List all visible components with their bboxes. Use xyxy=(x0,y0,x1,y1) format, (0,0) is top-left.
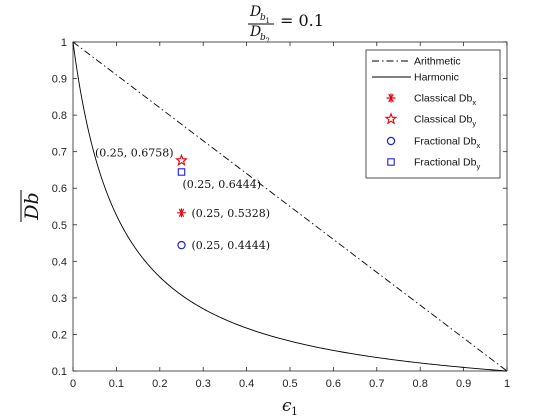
x-tick-label: 0.9 xyxy=(456,378,471,390)
title-denominator-d: D xyxy=(249,24,261,40)
x-tick-label: 0.2 xyxy=(152,378,167,390)
legend-marker-square xyxy=(387,158,395,166)
axis-ticks: 0 0.1 0.2 0.3 0.4 0.5 0.6 0.7 0.8 0.9 10.10.20.30.… xyxy=(52,37,510,390)
y-axis-label: Db xyxy=(20,190,43,222)
data-point-circle xyxy=(177,240,186,250)
y-tick-label: 0.4 xyxy=(52,256,67,268)
x-tick-label: 0.4 xyxy=(239,378,254,390)
chart-title: D b 1 D b 2 = 0.1 xyxy=(248,4,324,45)
marker-layer xyxy=(175,153,188,250)
title-denominator-subsub: 2 xyxy=(266,37,270,45)
title-numerator-subsub: 1 xyxy=(266,17,270,25)
x-axis-label-sub: 1 xyxy=(291,405,298,418)
x-axis-label-base: ϵ xyxy=(282,396,292,416)
title-numerator-d: D xyxy=(249,4,261,20)
legend-marker-asterisk xyxy=(386,93,396,103)
data-point-asterisk xyxy=(176,208,187,218)
legend-marker-circle xyxy=(386,136,396,146)
title-denominator-sub: b xyxy=(260,33,266,43)
x-tick-label: 0.8 xyxy=(413,378,428,390)
x-tick-label: 0 xyxy=(70,378,76,390)
legend-label: Arithmetic xyxy=(414,56,461,68)
y-tick-label: 0.3 xyxy=(52,293,67,305)
y-tick-label: 0.8 xyxy=(52,110,67,122)
legend-label: Classical Dbx xyxy=(414,93,476,108)
data-label: (0.25, 0.4444) xyxy=(192,239,271,252)
data-point-star xyxy=(175,153,188,166)
x-tick-label: 0.1 xyxy=(109,378,124,390)
x-tick-label: 0.7 xyxy=(369,378,384,390)
annotation-layer: (0.25, 0.6758) (0.25, 0.6444) (0.25, 0.532… xyxy=(95,147,270,253)
legend-label: Fractional Dbx xyxy=(414,136,480,151)
data-label: (0.25, 0.6758) xyxy=(95,147,174,160)
x-tick-label: 0.3 xyxy=(196,378,211,390)
series-layer xyxy=(72,41,508,372)
legend-label: Harmonic xyxy=(414,72,459,84)
series-line-harmonic xyxy=(72,41,508,372)
legend-marker-star xyxy=(384,112,398,125)
legend-label: Fractional Dby xyxy=(414,157,480,172)
legend-box xyxy=(365,49,501,179)
y-axis-label-text: Db xyxy=(21,192,43,220)
y-tick-label: 0.7 xyxy=(52,147,67,159)
legend: Arithmetic Harmonic Classical Dbx Classical… xyxy=(365,49,501,179)
data-point-square xyxy=(177,168,186,176)
y-tick-label: 0.2 xyxy=(52,329,67,341)
x-tick-label: 0.6 xyxy=(326,378,341,390)
y-tick-label: 0.1 xyxy=(52,366,67,378)
x-tick-label: 0.5 xyxy=(282,378,297,390)
title-rhs: = 0.1 xyxy=(280,11,324,30)
x-axis-label: ϵ 1 xyxy=(282,396,298,418)
x-tick-label: 1 xyxy=(504,378,510,390)
data-label: (0.25, 0.5328) xyxy=(192,207,271,220)
series-line-arithmetic xyxy=(72,41,508,372)
y-tick-label: 0.5 xyxy=(52,220,67,232)
title-numerator-sub: b xyxy=(260,13,266,23)
y-tick-label: 0.6 xyxy=(52,183,67,195)
legend-label: Classical Dby xyxy=(414,114,476,129)
y-tick-label: 0.9 xyxy=(52,74,67,86)
data-label: (0.25, 0.6444) xyxy=(183,178,262,191)
y-tick-label: 1 xyxy=(61,37,67,49)
